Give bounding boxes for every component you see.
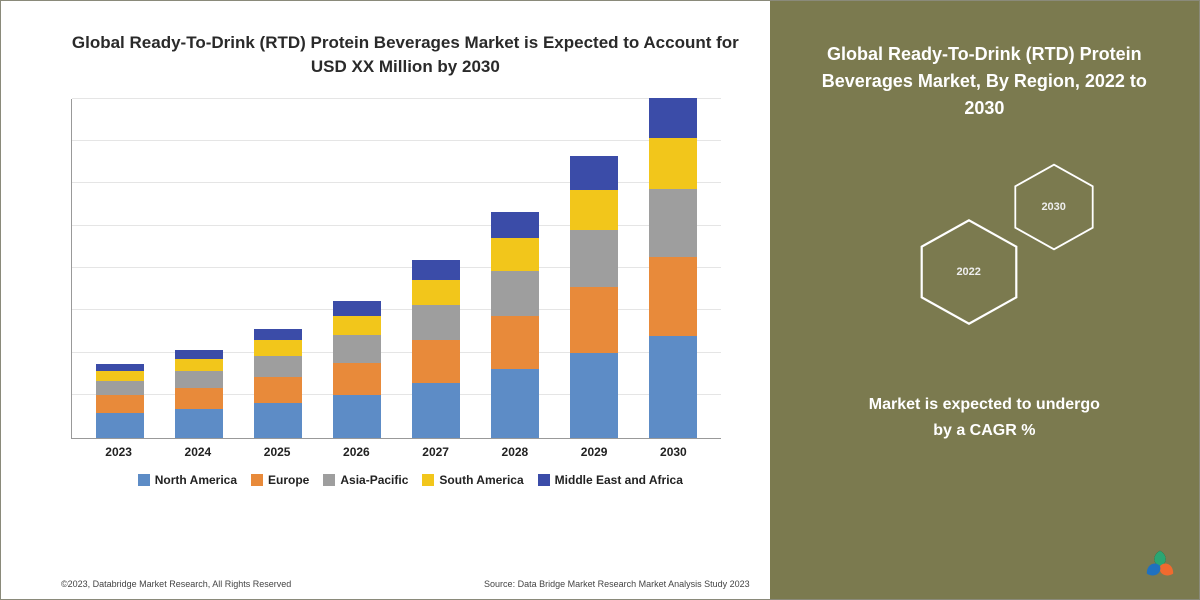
bar-segment [96, 371, 144, 381]
legend-swatch [251, 474, 263, 486]
bar-2028 [491, 212, 539, 438]
bar-segment [333, 363, 381, 395]
footer-copyright: ©2023, Databridge Market Research, All R… [61, 579, 291, 589]
bar-segment [175, 371, 223, 388]
bar-segment [491, 212, 539, 238]
bar-segment [96, 413, 144, 437]
bar-segment [96, 381, 144, 395]
chart-legend: North America Europe Asia-Pacific South Ame… [71, 473, 750, 487]
bar-segment [254, 403, 302, 437]
bar-segment [491, 238, 539, 270]
legend-item: North America [138, 473, 237, 487]
summary-title: Global Ready-To-Drink (RTD) Protein Beve… [804, 41, 1165, 122]
bar-segment [649, 138, 697, 189]
bar-segment [96, 395, 144, 413]
bar-2025 [254, 329, 302, 437]
x-tick-label: 2030 [649, 445, 697, 459]
bar-segment [175, 359, 223, 371]
bars-container [72, 99, 721, 438]
hexagon-2022: 2022 [914, 217, 1024, 327]
hex-label-2022: 2022 [956, 266, 980, 278]
x-tick-label: 2023 [95, 445, 143, 459]
bar-segment [570, 230, 618, 287]
bar-segment [254, 377, 302, 403]
chart-plot-area [71, 99, 721, 439]
bar-segment [491, 316, 539, 369]
brand-logo-icon [1141, 547, 1179, 585]
bar-segment [570, 287, 618, 353]
bar-segment [412, 260, 460, 280]
bar-segment [333, 335, 381, 362]
bar-2026 [333, 301, 381, 438]
chart-title: Global Ready-To-Drink (RTD) Protein Beve… [61, 31, 750, 79]
x-tick-label: 2025 [253, 445, 301, 459]
bar-segment [175, 350, 223, 359]
legend-item: South America [422, 473, 523, 487]
bar-segment [412, 383, 460, 438]
hexagon-2030: 2030 [1009, 162, 1099, 252]
legend-swatch [422, 474, 434, 486]
legend-swatch [138, 474, 150, 486]
cagr-text: Market is expected to undergo by a CAGR … [804, 392, 1165, 443]
legend-label: South America [439, 473, 523, 487]
x-axis-labels: 2023 2024 2025 2026 2027 2028 2029 2030 [71, 439, 721, 459]
legend-item: Middle East and Africa [538, 473, 683, 487]
bar-segment [412, 280, 460, 305]
bar-segment [175, 388, 223, 409]
bar-segment [570, 190, 618, 230]
bar-segment [491, 369, 539, 438]
chart-footer: ©2023, Databridge Market Research, All R… [61, 579, 750, 589]
bar-2030 [649, 98, 697, 438]
bar-segment [333, 316, 381, 335]
x-tick-label: 2026 [332, 445, 380, 459]
cagr-line1: Market is expected to undergo [804, 392, 1165, 418]
x-tick-label: 2027 [412, 445, 460, 459]
legend-label: Europe [268, 473, 309, 487]
bar-segment [333, 395, 381, 438]
bar-segment [570, 353, 618, 438]
bar-2029 [570, 156, 618, 437]
legend-label: Middle East and Africa [555, 473, 683, 487]
legend-swatch [323, 474, 335, 486]
bar-segment [412, 305, 460, 340]
legend-label: Asia-Pacific [340, 473, 408, 487]
hex-label-2030: 2030 [1041, 201, 1065, 213]
x-tick-label: 2029 [570, 445, 618, 459]
bar-segment [254, 329, 302, 340]
x-tick-label: 2024 [174, 445, 222, 459]
footer-source: Source: Data Bridge Market Research Mark… [484, 579, 750, 589]
bar-segment [649, 257, 697, 336]
bar-2027 [412, 260, 460, 438]
bar-segment [96, 364, 144, 371]
cagr-line2: by a CAGR % [804, 418, 1165, 444]
bar-segment [175, 409, 223, 437]
bar-segment [649, 98, 697, 138]
summary-panel: Global Ready-To-Drink (RTD) Protein Beve… [770, 1, 1199, 599]
hexagon-graphic: 2022 2030 [804, 152, 1165, 372]
bar-segment [412, 340, 460, 383]
bar-2024 [175, 350, 223, 438]
bar-segment [333, 301, 381, 316]
bar-segment [649, 189, 697, 258]
x-tick-label: 2028 [491, 445, 539, 459]
bar-segment [254, 340, 302, 355]
legend-label: North America [155, 473, 237, 487]
bar-segment [254, 356, 302, 377]
legend-swatch [538, 474, 550, 486]
bar-2023 [96, 364, 144, 438]
legend-item: Asia-Pacific [323, 473, 408, 487]
chart-panel: Global Ready-To-Drink (RTD) Protein Beve… [1, 1, 770, 599]
bar-segment [570, 156, 618, 189]
legend-item: Europe [251, 473, 309, 487]
bar-segment [491, 271, 539, 317]
bar-segment [649, 336, 697, 437]
